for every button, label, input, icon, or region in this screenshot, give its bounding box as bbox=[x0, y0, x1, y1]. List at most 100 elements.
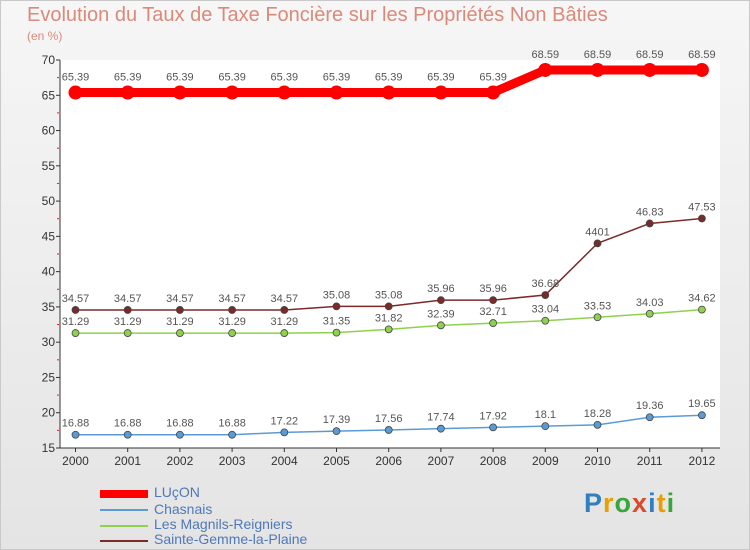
x-tick-label: 2002 bbox=[167, 454, 194, 468]
y-tick-label: 40 bbox=[42, 265, 56, 279]
data-point bbox=[541, 291, 550, 299]
data-label: 32.39 bbox=[427, 308, 455, 320]
data-label: 33.53 bbox=[584, 300, 612, 312]
data-point bbox=[332, 302, 341, 311]
logo-letter: o bbox=[614, 488, 633, 518]
data-label: 17.39 bbox=[323, 414, 351, 426]
data-point bbox=[486, 85, 501, 100]
data-label: 65.39 bbox=[323, 72, 351, 84]
data-point bbox=[172, 85, 187, 100]
data-label: 17.56 bbox=[375, 413, 403, 425]
proxiti-logo: Proxiti bbox=[584, 488, 675, 519]
data-label: 31.29 bbox=[62, 316, 90, 328]
x-tick-label: 2012 bbox=[689, 454, 716, 468]
data-point bbox=[123, 306, 132, 314]
data-label: 65.39 bbox=[114, 72, 142, 84]
data-point bbox=[698, 411, 706, 420]
data-label: 4401 bbox=[585, 226, 609, 238]
data-point bbox=[593, 420, 602, 429]
x-tick-label: 2003 bbox=[219, 454, 246, 468]
legend-swatch-magnils bbox=[100, 525, 148, 527]
data-label: 31.29 bbox=[218, 316, 246, 328]
data-point bbox=[228, 430, 237, 439]
data-label: 65.39 bbox=[62, 72, 90, 84]
y-tick-label: 50 bbox=[42, 194, 56, 208]
data-label: 35.08 bbox=[323, 289, 351, 301]
data-label: 34.03 bbox=[636, 297, 664, 309]
data-point bbox=[694, 62, 709, 77]
data-label: 34.57 bbox=[218, 293, 246, 305]
data-label: 18.28 bbox=[584, 408, 612, 420]
data-point bbox=[277, 85, 292, 100]
data-point bbox=[593, 313, 602, 322]
data-point bbox=[228, 329, 237, 337]
legend-label-sainte-gemme: Sainte-Gemme-la-Plaine bbox=[154, 531, 308, 547]
data-point bbox=[280, 329, 289, 337]
data-point bbox=[332, 427, 341, 436]
data-point bbox=[642, 62, 657, 77]
y-tick-label: 15 bbox=[42, 441, 56, 455]
data-label: 65.39 bbox=[375, 72, 403, 84]
data-label: 65.39 bbox=[218, 72, 246, 84]
data-label: 16.88 bbox=[218, 418, 246, 430]
data-point bbox=[228, 306, 237, 314]
data-label: 68.59 bbox=[532, 49, 560, 61]
data-point bbox=[71, 430, 80, 439]
data-label: 34.57 bbox=[62, 293, 90, 305]
y-tick-label: 20 bbox=[42, 406, 56, 420]
data-point bbox=[645, 413, 654, 422]
data-point bbox=[175, 430, 184, 439]
data-label: 65.39 bbox=[166, 72, 194, 84]
data-point bbox=[225, 85, 240, 100]
data-label: 68.59 bbox=[636, 49, 664, 61]
legend-swatch-lucon bbox=[100, 490, 148, 498]
x-tick-label: 2011 bbox=[637, 454, 663, 468]
data-point bbox=[123, 329, 132, 337]
logo-letter: P bbox=[584, 488, 604, 518]
data-label: 18.1 bbox=[535, 409, 556, 421]
legend-swatch-chasnais bbox=[100, 509, 148, 511]
data-label: 68.59 bbox=[688, 49, 716, 61]
data-label: 31.29 bbox=[271, 316, 299, 328]
data-label: 34.57 bbox=[271, 293, 299, 305]
data-label: 68.59 bbox=[584, 49, 612, 61]
data-point bbox=[280, 306, 289, 314]
data-label: 46.83 bbox=[636, 206, 664, 218]
data-label: 17.74 bbox=[427, 412, 455, 424]
chart-subtitle: (en %) bbox=[27, 29, 63, 43]
legend-label-lucon: LUçON bbox=[154, 484, 200, 500]
logo-letter: i bbox=[666, 488, 676, 518]
data-label: 34.57 bbox=[166, 293, 194, 305]
y-tick-label: 25 bbox=[42, 370, 56, 384]
data-point bbox=[332, 328, 341, 337]
x-tick-label: 2006 bbox=[375, 454, 402, 468]
data-point bbox=[489, 319, 498, 327]
legend-label-chasnais: Chasnais bbox=[154, 501, 213, 517]
data-label: 33.04 bbox=[532, 304, 560, 316]
data-point bbox=[280, 428, 289, 437]
data-point bbox=[489, 423, 498, 432]
data-point bbox=[384, 325, 393, 334]
x-tick-label: 2008 bbox=[480, 454, 507, 468]
data-point bbox=[538, 62, 553, 77]
y-tick-label: 45 bbox=[42, 229, 56, 243]
x-tick-label: 2001 bbox=[114, 454, 141, 468]
data-label: 31.82 bbox=[375, 312, 403, 324]
x-tick-label: 2005 bbox=[323, 454, 350, 468]
data-label: 47.53 bbox=[688, 202, 716, 214]
data-point bbox=[436, 296, 445, 305]
data-label: 16.88 bbox=[62, 418, 90, 430]
data-label: 17.92 bbox=[479, 410, 507, 422]
y-tick-label: 70 bbox=[42, 53, 56, 67]
data-point bbox=[645, 219, 654, 228]
logo-letter: t bbox=[656, 488, 667, 518]
data-point bbox=[384, 426, 393, 434]
data-label: 32.71 bbox=[479, 306, 507, 318]
data-label: 34.57 bbox=[114, 293, 142, 305]
data-point bbox=[541, 316, 550, 325]
data-label: 19.36 bbox=[636, 400, 664, 412]
data-point bbox=[645, 309, 654, 318]
y-tick-label: 35 bbox=[42, 300, 56, 314]
data-label: 65.39 bbox=[479, 72, 507, 84]
plot-background bbox=[60, 60, 720, 448]
